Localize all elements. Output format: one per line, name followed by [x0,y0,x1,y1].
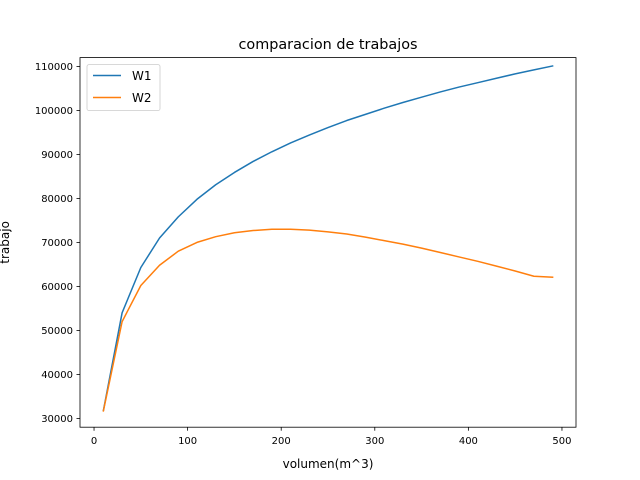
y-tick-label: 80000 [41,194,73,205]
y-tick-label: 90000 [41,150,73,161]
y-tick-label: 60000 [41,282,73,293]
y-axis-label: trabajo [0,221,12,264]
y-tick-label: 30000 [41,414,73,425]
x-tick-label: 300 [365,436,384,447]
x-axis-ticks: 0 100 200 300 400 500 [91,427,572,447]
series-line-w1 [102,65,554,412]
x-tick-label: 500 [552,436,571,447]
series-line-w2 [102,228,554,412]
plot-area [80,57,576,428]
x-axis-label: volumen(m^3) [283,457,374,471]
y-tick-label: 100000 [35,106,73,117]
y-tick-label: 40000 [41,370,73,381]
y-tick-label: 70000 [41,238,73,249]
y-axis-ticks: 30000 40000 50000 60000 70000 80000 90000 10000… [35,62,80,425]
y-tick-label: 110000 [35,62,73,73]
x-tick-label: 400 [459,436,478,447]
legend-label-w2: W2 [132,91,152,105]
legend-label-w1: W1 [132,69,152,83]
x-tick-label: 100 [178,436,197,447]
x-tick-label: 200 [272,436,291,447]
y-tick-label: 50000 [41,326,73,337]
x-tick-label: 0 [91,436,97,447]
series-layer [102,65,554,412]
legend: W1 W2 [86,64,161,111]
plot-frame [79,57,577,428]
chart-title: comparacion de trabajos [238,37,417,53]
